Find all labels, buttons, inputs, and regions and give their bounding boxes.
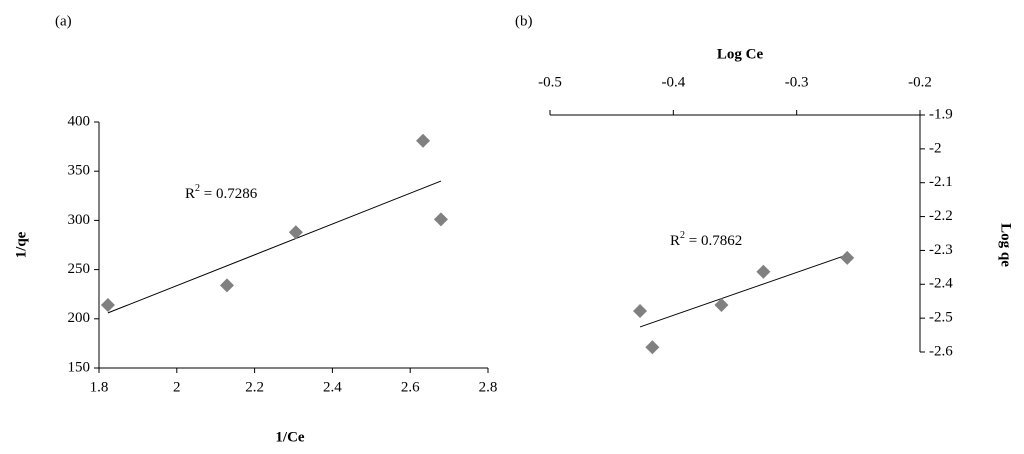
y-tick-label: -2.6 xyxy=(929,343,953,359)
y-tick-label: 400 xyxy=(68,113,91,129)
r-squared-annotation: R2 = 0.7286 xyxy=(185,183,258,202)
y-tick-label: 200 xyxy=(68,310,91,326)
x-tick-label: 2.4 xyxy=(323,379,342,395)
x-tick-label: 1.8 xyxy=(90,379,109,395)
x-tick-label: -0.4 xyxy=(661,74,685,90)
data-point xyxy=(645,340,660,355)
x-tick-label: -0.2 xyxy=(908,74,932,90)
x-tick-label: -0.5 xyxy=(538,74,562,90)
data-point xyxy=(633,304,648,319)
x-tick-label: -0.3 xyxy=(785,74,809,90)
y-tick-label: 350 xyxy=(68,163,91,179)
y-axis-title: 1/qe xyxy=(13,231,29,258)
annotation-rest: = 0.7286 xyxy=(200,186,258,202)
annotation-base: R xyxy=(185,186,195,202)
annotation-rest: = 0.7862 xyxy=(685,233,742,249)
annotation-sup: 2 xyxy=(195,183,200,194)
y-tick-label: -2.1 xyxy=(929,174,953,190)
x-tick-label: 2.6 xyxy=(401,379,420,395)
y-tick-label: -2.2 xyxy=(929,208,953,224)
x-tick-label: 2.2 xyxy=(245,379,264,395)
x-axis-title: Log Ce xyxy=(717,46,764,62)
x-tick-label: 2.8 xyxy=(479,379,498,395)
y-tick-label: 150 xyxy=(68,359,91,375)
y-tick-label: 250 xyxy=(68,261,91,277)
data-point xyxy=(288,225,303,240)
y-tick-label: -2.5 xyxy=(929,310,953,326)
r-squared-annotation: R2 = 0.7862 xyxy=(670,230,742,249)
annotation-base: R xyxy=(670,233,680,249)
x-tick-label: 2 xyxy=(173,379,181,395)
data-point xyxy=(219,278,234,293)
y-tick-label: -2.3 xyxy=(929,242,953,258)
data-point xyxy=(714,297,729,312)
y-tick-label: 300 xyxy=(68,212,91,228)
y-tick-label: -2.4 xyxy=(929,276,953,292)
x-axis-title: 1/Ce xyxy=(275,429,305,445)
trendline xyxy=(107,180,442,314)
trendline xyxy=(639,254,848,328)
data-point xyxy=(840,250,855,265)
y-axis-title: Log qe xyxy=(998,223,1014,267)
data-point xyxy=(416,133,431,148)
panel-label: (b) xyxy=(515,13,533,29)
data-point xyxy=(756,264,771,279)
annotation-sup: 2 xyxy=(680,230,685,241)
data-point xyxy=(100,298,115,313)
panel-label: (a) xyxy=(55,13,72,29)
y-tick-label: -1.9 xyxy=(929,106,953,122)
y-tick-label: -2 xyxy=(929,140,942,156)
data-point xyxy=(433,212,448,227)
